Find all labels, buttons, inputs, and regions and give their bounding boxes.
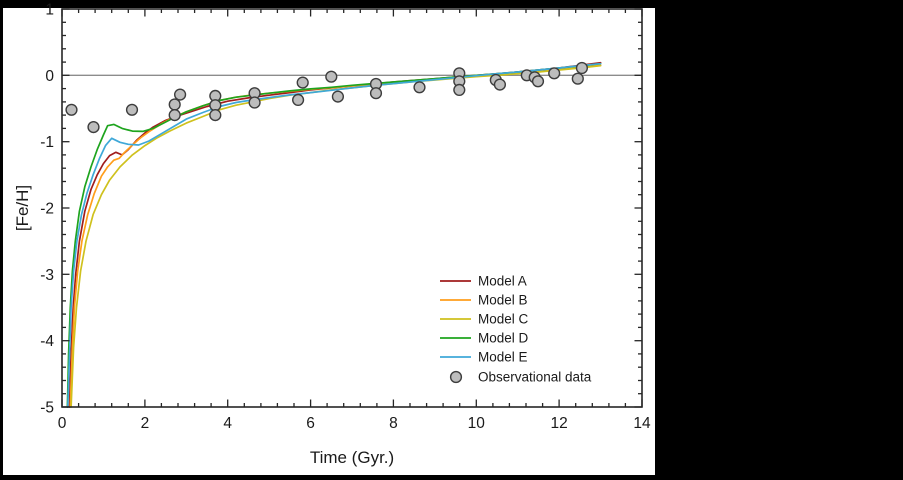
- x-tick-label: 2: [141, 415, 150, 432]
- data-point: [548, 67, 561, 80]
- x-tick-label: 6: [306, 415, 315, 432]
- legend-item-observational-data: Observational data: [449, 370, 592, 385]
- data-point: [209, 108, 222, 122]
- legend-label: Model A: [478, 274, 527, 289]
- data-point: [248, 96, 261, 109]
- x-axis-title: Time (Gyr.): [310, 448, 394, 467]
- x-tick-labels: 0 2 4 6 8 10 12 14: [58, 415, 651, 432]
- y-tick-label: -1: [40, 134, 54, 151]
- x-tick-label: 14: [633, 415, 651, 432]
- data-point: [325, 70, 338, 83]
- x-tick-label: 0: [58, 415, 67, 432]
- observational-data-points: [65, 61, 589, 134]
- data-point: [453, 83, 466, 97]
- y-tick-label: 1: [45, 2, 54, 19]
- axis-ticks: [61, 8, 643, 408]
- data-point: [331, 90, 345, 103]
- data-point: [493, 78, 507, 91]
- y-axis-title: [Fe/H]: [13, 185, 32, 231]
- data-point: [413, 81, 426, 94]
- y-tick-label: -3: [40, 267, 54, 284]
- legend-item-model-c: Model C: [440, 312, 529, 327]
- y-tick-label: 0: [45, 68, 54, 85]
- y-tick-label: -5: [40, 400, 54, 417]
- legend-label: Model D: [478, 331, 529, 346]
- legend-item-model-b: Model B: [440, 293, 528, 308]
- data-point: [531, 75, 545, 88]
- data-point: [209, 99, 222, 112]
- legend-item-model-e: Model E: [440, 350, 528, 365]
- data-point: [168, 108, 181, 122]
- data-point: [174, 88, 187, 101]
- legend-marker: [449, 370, 463, 384]
- y-tick-label: -4: [40, 333, 54, 350]
- y-tick-labels: 1 0 -1 -2 -3 -4 -5: [40, 2, 54, 417]
- legend-label: Observational data: [478, 370, 592, 385]
- data-point: [125, 103, 139, 116]
- data-point: [168, 98, 181, 111]
- data-point: [369, 87, 383, 100]
- y-tick-label: -2: [40, 201, 54, 218]
- legend-item-model-d: Model D: [440, 331, 529, 346]
- x-tick-label: 4: [223, 415, 232, 432]
- legend-label: Model E: [478, 350, 528, 365]
- x-tick-label: 12: [550, 415, 567, 432]
- plot-surface: [3, 8, 655, 475]
- data-point: [87, 120, 100, 134]
- x-tick-label: 8: [389, 415, 398, 432]
- data-point: [65, 103, 78, 116]
- data-point: [571, 72, 584, 85]
- data-point: [296, 76, 309, 89]
- x-tick-label: 10: [468, 415, 486, 432]
- data-point: [292, 93, 305, 107]
- legend-label: Model B: [478, 293, 528, 308]
- legend: Model A Model B Model C Model D Model E Obser…: [440, 274, 592, 385]
- legend-item-model-a: Model A: [440, 274, 527, 289]
- legend-label: Model C: [478, 312, 529, 327]
- data-point: [575, 61, 589, 75]
